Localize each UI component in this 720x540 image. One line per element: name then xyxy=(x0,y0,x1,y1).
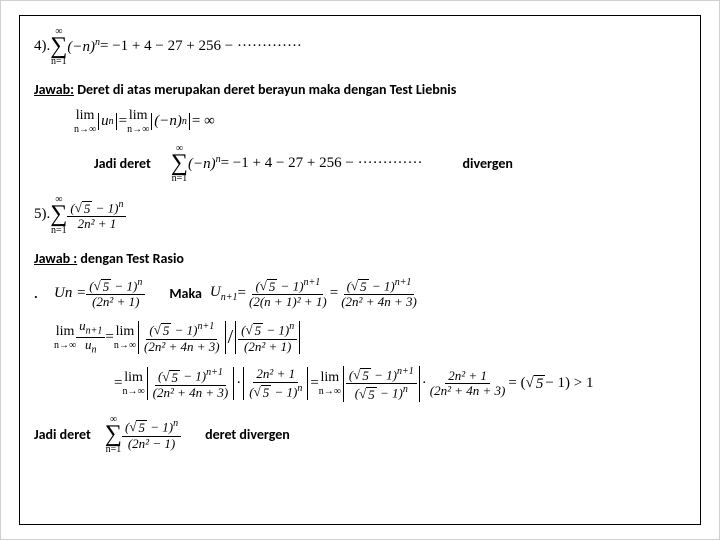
lim-ratio-2: = lim n→∞ (√5 − 1)n+1 (2n² + 4n + 3) · 2… xyxy=(114,366,686,402)
sigma-icon: ∞ ∑ n=1 xyxy=(50,194,67,235)
lim-icon: lim n→∞ xyxy=(114,324,136,351)
lim-4: lim n→∞ un = lim n→∞ (−n)n = ∞ xyxy=(74,108,686,135)
problem-4: 4). ∞ ∑ n=1 (−n)n = −1 + 4 − 27 + 256 − … xyxy=(34,26,686,67)
lim-icon: lim n→∞ xyxy=(319,370,341,397)
un-line: . Un = (√5 − 1)n (2n² + 1) Maka Un+1 = (… xyxy=(34,277,686,310)
lim-icon: lim n→∞ xyxy=(54,324,76,351)
final-text: deret divergen xyxy=(205,426,290,443)
p4-label: 4). xyxy=(34,38,50,55)
page-frame: 4). ∞ ∑ n=1 (−n)n = −1 + 4 − 27 + 256 − … xyxy=(19,15,701,525)
jawab-4: Jawab: Deret di atas merupakan deret ber… xyxy=(34,81,686,98)
p4-expr: (−n)n xyxy=(67,37,100,56)
p4-rhs: = −1 + 4 − 27 + 256 − ············· xyxy=(100,38,302,55)
jadi-4: Jadi deret ∞ ∑ n=1 (−n)n = −1 + 4 − 27 +… xyxy=(34,143,686,184)
jawab5-label: Jawab : xyxy=(34,250,77,267)
sigma-icon: ∞ ∑ n=1 xyxy=(105,414,122,455)
final-jadi: Jadi deret xyxy=(34,426,91,443)
jadi-left: Jadi deret xyxy=(94,155,151,172)
jawab-5: Jawab : dengan Test Rasio xyxy=(34,250,686,267)
sigma-icon: ∞ ∑ n=1 xyxy=(50,26,67,67)
lim-icon: lim n→∞ xyxy=(127,108,149,135)
jadi-right: divergen xyxy=(463,155,513,172)
jawab5-text: dengan Test Rasio xyxy=(80,250,184,267)
lim-icon: lim n→∞ xyxy=(74,108,96,135)
problem-5: 5). ∞ ∑ n=1 (√5 − 1)n 2n² + 1 xyxy=(34,194,686,235)
jawab-label: Jawab: xyxy=(34,81,74,98)
p5-label: 5). xyxy=(34,206,50,223)
lim-icon: lim n→∞ xyxy=(122,370,144,397)
final-line: Jadi deret ∞ ∑ n=1 (√5 − 1)n (2n² − 1) d… xyxy=(34,414,686,455)
lim-ratio: lim n→∞ un+1 un = lim n→∞ (√5 − 1)n+1 (2… xyxy=(54,319,686,355)
sigma-icon: ∞ ∑ n=1 xyxy=(171,143,188,184)
abs-un: un xyxy=(96,113,119,130)
abs-body: (−n)n xyxy=(149,113,192,130)
jawab-text: Deret di atas merupakan deret berayun ma… xyxy=(77,81,456,98)
p5-frac: (√5 − 1)n 2n² + 1 xyxy=(67,199,126,232)
